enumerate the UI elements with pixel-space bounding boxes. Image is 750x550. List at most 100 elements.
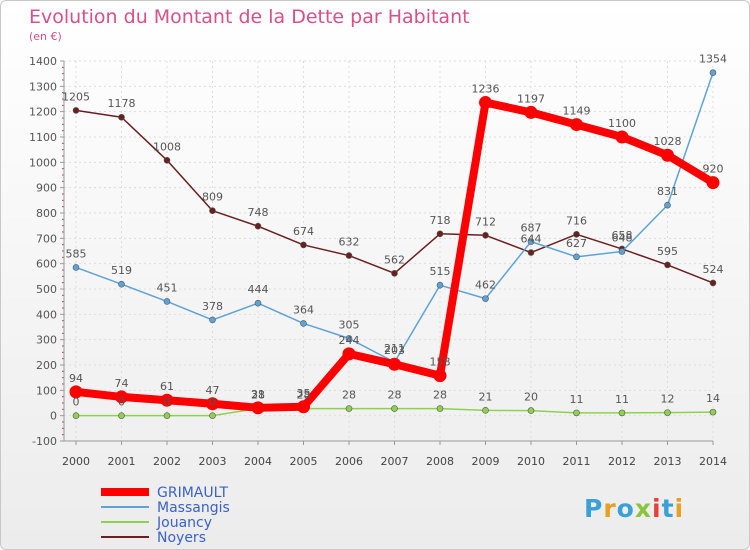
data-label-jouancy: 0 — [73, 396, 80, 409]
data-label-grimault: 158 — [430, 356, 451, 369]
data-label-massangis: 648 — [612, 232, 633, 245]
data-label-massangis: 585 — [66, 247, 87, 260]
data-point-grimault — [570, 118, 583, 132]
data-point-grimault — [69, 385, 83, 399]
data-point-massangis — [118, 280, 125, 288]
logo-letter: P — [584, 494, 604, 523]
data-point-massangis — [618, 248, 626, 255]
data-point-jouancy — [345, 405, 353, 412]
data-label-noyers: 1205 — [62, 90, 90, 103]
data-point-jouancy — [391, 405, 398, 412]
data-label-noyers: 595 — [657, 245, 678, 258]
data-label-grimault: 1100 — [608, 117, 636, 130]
data-point-grimault — [479, 96, 492, 110]
x-tick-label: 2007 — [381, 455, 409, 468]
x-tick-label: 2011 — [563, 455, 591, 468]
data-label-noyers: 1008 — [153, 140, 181, 153]
data-label-massangis: 515 — [430, 265, 451, 278]
y-tick-label: 200 — [36, 359, 57, 372]
data-label-massangis: 451 — [157, 281, 178, 294]
y-tick-label: 600 — [36, 258, 57, 271]
y-tick-label: 1000 — [29, 156, 57, 169]
data-point-grimault — [524, 105, 538, 119]
data-point-grimault — [115, 390, 128, 404]
data-label-massangis: 462 — [475, 279, 496, 292]
data-label-noyers: 1178 — [108, 97, 136, 110]
data-point-massangis — [300, 320, 307, 327]
data-point-jouancy — [573, 409, 580, 417]
y-tick-label: 700 — [36, 232, 57, 245]
data-point-grimault — [661, 148, 674, 162]
data-point-massangis — [664, 201, 671, 209]
data-label-massangis: 378 — [202, 300, 223, 313]
x-tick-label: 2008 — [426, 455, 454, 468]
data-point-jouancy — [72, 412, 80, 419]
x-tick-label: 2004 — [244, 455, 272, 468]
data-point-grimault — [706, 176, 720, 190]
chart-subtitle: (en €) — [29, 30, 62, 43]
data-label-grimault: 1028 — [654, 135, 682, 148]
logo-letter: x — [634, 494, 652, 523]
data-point-noyers — [573, 230, 580, 238]
data-label-noyers: 748 — [248, 206, 269, 219]
data-label-noyers: 644 — [521, 233, 542, 246]
data-label-massangis: 1354 — [699, 53, 727, 66]
y-tick-label: 100 — [36, 384, 57, 397]
data-point-jouancy — [664, 409, 671, 416]
data-point-noyers — [709, 279, 717, 287]
data-point-noyers — [391, 269, 398, 277]
data-label-noyers: 562 — [384, 253, 405, 266]
data-point-grimault — [160, 393, 174, 407]
data-label-jouancy: 11 — [615, 393, 629, 406]
data-label-noyers: 716 — [566, 214, 587, 227]
data-label-jouancy: 20 — [524, 391, 538, 404]
data-point-massangis — [573, 253, 580, 261]
legend-label: Massangis — [157, 500, 230, 516]
data-point-jouancy — [118, 412, 125, 419]
data-label-noyers: 658 — [612, 229, 633, 242]
data-label-massangis: 831 — [657, 185, 678, 198]
data-point-jouancy — [618, 409, 626, 417]
logo-letter: r — [603, 494, 617, 523]
data-label-massangis: 627 — [566, 237, 587, 250]
data-label-grimault: 1236 — [472, 83, 500, 96]
data-label-noyers: 718 — [430, 214, 451, 227]
data-point-noyers — [527, 249, 535, 256]
legend-label: GRIMAULT — [157, 485, 228, 501]
data-label-grimault: 35 — [297, 387, 311, 400]
logo-letter: i — [674, 494, 685, 523]
legend-label: Jouancy — [156, 515, 212, 531]
y-tick-label: 1400 — [29, 55, 57, 68]
data-point-noyers — [72, 107, 80, 114]
data-label-grimault: 61 — [160, 380, 174, 393]
data-label-jouancy: 0 — [118, 396, 125, 409]
data-label-jouancy: 28 — [433, 389, 447, 402]
x-tick-label: 2014 — [699, 455, 727, 468]
data-label-grimault: 94 — [69, 372, 83, 385]
data-point-massangis — [345, 335, 353, 342]
data-point-massangis — [254, 299, 262, 307]
data-point-noyers — [209, 207, 216, 215]
data-point-noyers — [163, 157, 171, 164]
data-label-massangis: 519 — [111, 264, 132, 277]
data-point-grimault — [251, 401, 265, 415]
chart-title: Evolution du Montant de la Dette par Hab… — [29, 6, 470, 28]
data-point-massangis — [72, 264, 80, 271]
data-label-grimault: 74 — [115, 377, 129, 390]
x-tick-label: 2001 — [108, 455, 136, 468]
data-label-grimault: 203 — [384, 344, 405, 357]
x-tick-label: 2013 — [654, 455, 682, 468]
data-point-massangis — [436, 281, 444, 289]
data-point-noyers — [300, 241, 307, 249]
data-label-jouancy: 28 — [388, 389, 402, 402]
data-point-noyers — [345, 252, 353, 259]
y-tick-label: 1200 — [29, 106, 57, 119]
data-point-noyers — [118, 113, 125, 121]
data-point-jouancy — [436, 405, 444, 412]
x-tick-label: 2006 — [335, 455, 363, 468]
y-tick-label: 500 — [36, 283, 57, 296]
data-point-massangis — [209, 316, 216, 324]
data-point-jouancy — [209, 412, 216, 419]
x-tick-label: 2000 — [62, 455, 90, 468]
